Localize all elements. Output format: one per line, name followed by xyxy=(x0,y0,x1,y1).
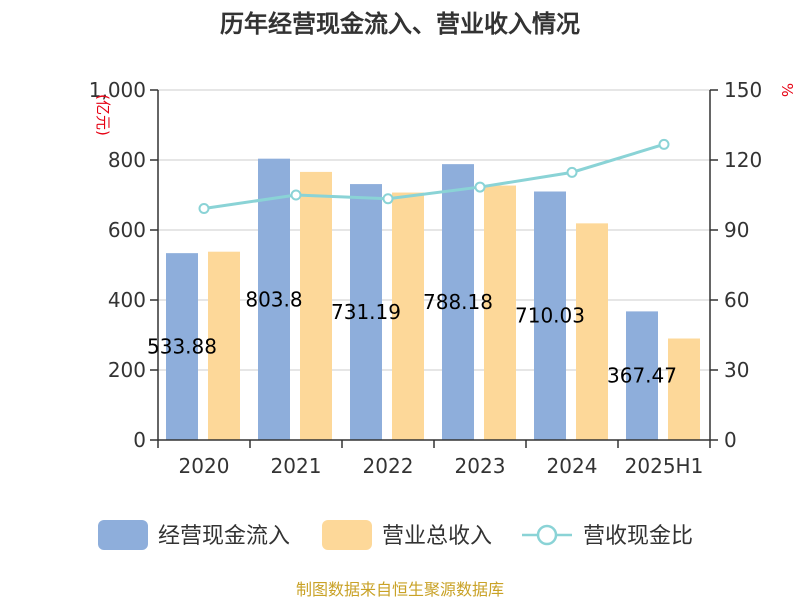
legend-label-revenue: 营业总收入 xyxy=(382,524,492,549)
x-axis-label-2024: 2024 xyxy=(547,454,598,478)
right-axis-tick-label: 60 xyxy=(724,288,749,312)
axes: 0 200 400 600 800 1,000 0 30 60 90 120 150 2020 2021 2… xyxy=(89,78,762,478)
source-note: 制图数据来自恒生聚源数据库 xyxy=(296,580,504,599)
right-axis-tick-label: 90 xyxy=(724,218,749,242)
left-axis-tick-label: 0 xyxy=(133,428,146,452)
legend-label-cash-inflow: 经营现金流入 xyxy=(158,524,290,549)
left-axis-unit: (亿元) xyxy=(94,94,112,136)
left-axis-tick-label: 400 xyxy=(108,288,146,312)
left-axis-tick-label: 600 xyxy=(108,218,146,242)
ratio-point-2022 xyxy=(382,193,394,205)
data-label-cash-inflow-2022: 731.19 xyxy=(331,300,401,324)
legend-swatch-revenue xyxy=(322,520,372,550)
ratio-point-2024 xyxy=(566,166,578,178)
ratio-point-2023 xyxy=(474,181,486,193)
data-label-cash-inflow-2024: 710.03 xyxy=(515,304,585,328)
bar-revenue-2023 xyxy=(484,185,516,440)
grid xyxy=(158,89,710,371)
left-axis-tick-label: 1,000 xyxy=(89,78,146,102)
x-axis-label-2023: 2023 xyxy=(455,454,506,478)
bars xyxy=(166,158,700,441)
right-axis-tick-label: 150 xyxy=(724,78,762,102)
chart-title: 历年经营现金流入、营业收入情况 xyxy=(220,10,580,38)
right-axis-tick-label: 120 xyxy=(724,148,762,172)
ratio-line xyxy=(198,138,670,215)
legend: 经营现金流入 营业总收入 营收现金比 xyxy=(98,520,693,550)
bar-cash-inflow-2022 xyxy=(350,184,382,440)
bar-revenue-2020 xyxy=(208,251,240,440)
bar-revenue-2022 xyxy=(392,192,424,440)
right-axis-tick-label: 30 xyxy=(724,358,749,382)
data-label-cash-inflow-2020: 533.88 xyxy=(147,335,217,359)
ratio-line-path xyxy=(203,142,665,211)
bar-revenue-2024 xyxy=(576,223,608,440)
bar-cash-inflow-2021 xyxy=(258,158,290,441)
left-axis-tick-label: 200 xyxy=(108,358,146,382)
bar-revenue-2021 xyxy=(300,171,332,440)
right-axis-unit: % xyxy=(778,83,796,97)
bar-cash-inflow-2020 xyxy=(166,253,198,440)
ratio-point-2021 xyxy=(290,189,302,201)
bar-cash-inflow-2023 xyxy=(442,164,474,440)
data-labels: 533.88 803.8 731.19 788.18 710.03 367.47 xyxy=(147,287,677,387)
data-label-cash-inflow-2021: 803.8 xyxy=(245,287,302,311)
x-axis-label-2025H1: 2025H1 xyxy=(625,454,704,478)
data-label-cash-inflow-2025H1: 367.47 xyxy=(607,364,677,388)
data-label-cash-inflow-2023: 788.18 xyxy=(423,290,493,314)
x-axis-label-2020: 2020 xyxy=(179,454,230,478)
legend-label-ratio: 营收现金比 xyxy=(583,524,693,549)
legend-marker-ratio xyxy=(536,524,558,546)
bar-cash-inflow-2025H1 xyxy=(626,311,658,440)
ratio-point-2025H1 xyxy=(658,138,670,150)
left-axis-tick-label: 800 xyxy=(108,148,146,172)
x-axis-label-2022: 2022 xyxy=(363,454,414,478)
bar-revenue-2025H1 xyxy=(668,338,700,440)
legend-swatch-cash-inflow xyxy=(98,520,148,550)
x-axis-label-2021: 2021 xyxy=(271,454,322,478)
bar-cash-inflow-2024 xyxy=(534,191,566,440)
ratio-point-2020 xyxy=(198,203,210,215)
right-axis-tick-label: 0 xyxy=(724,428,737,452)
